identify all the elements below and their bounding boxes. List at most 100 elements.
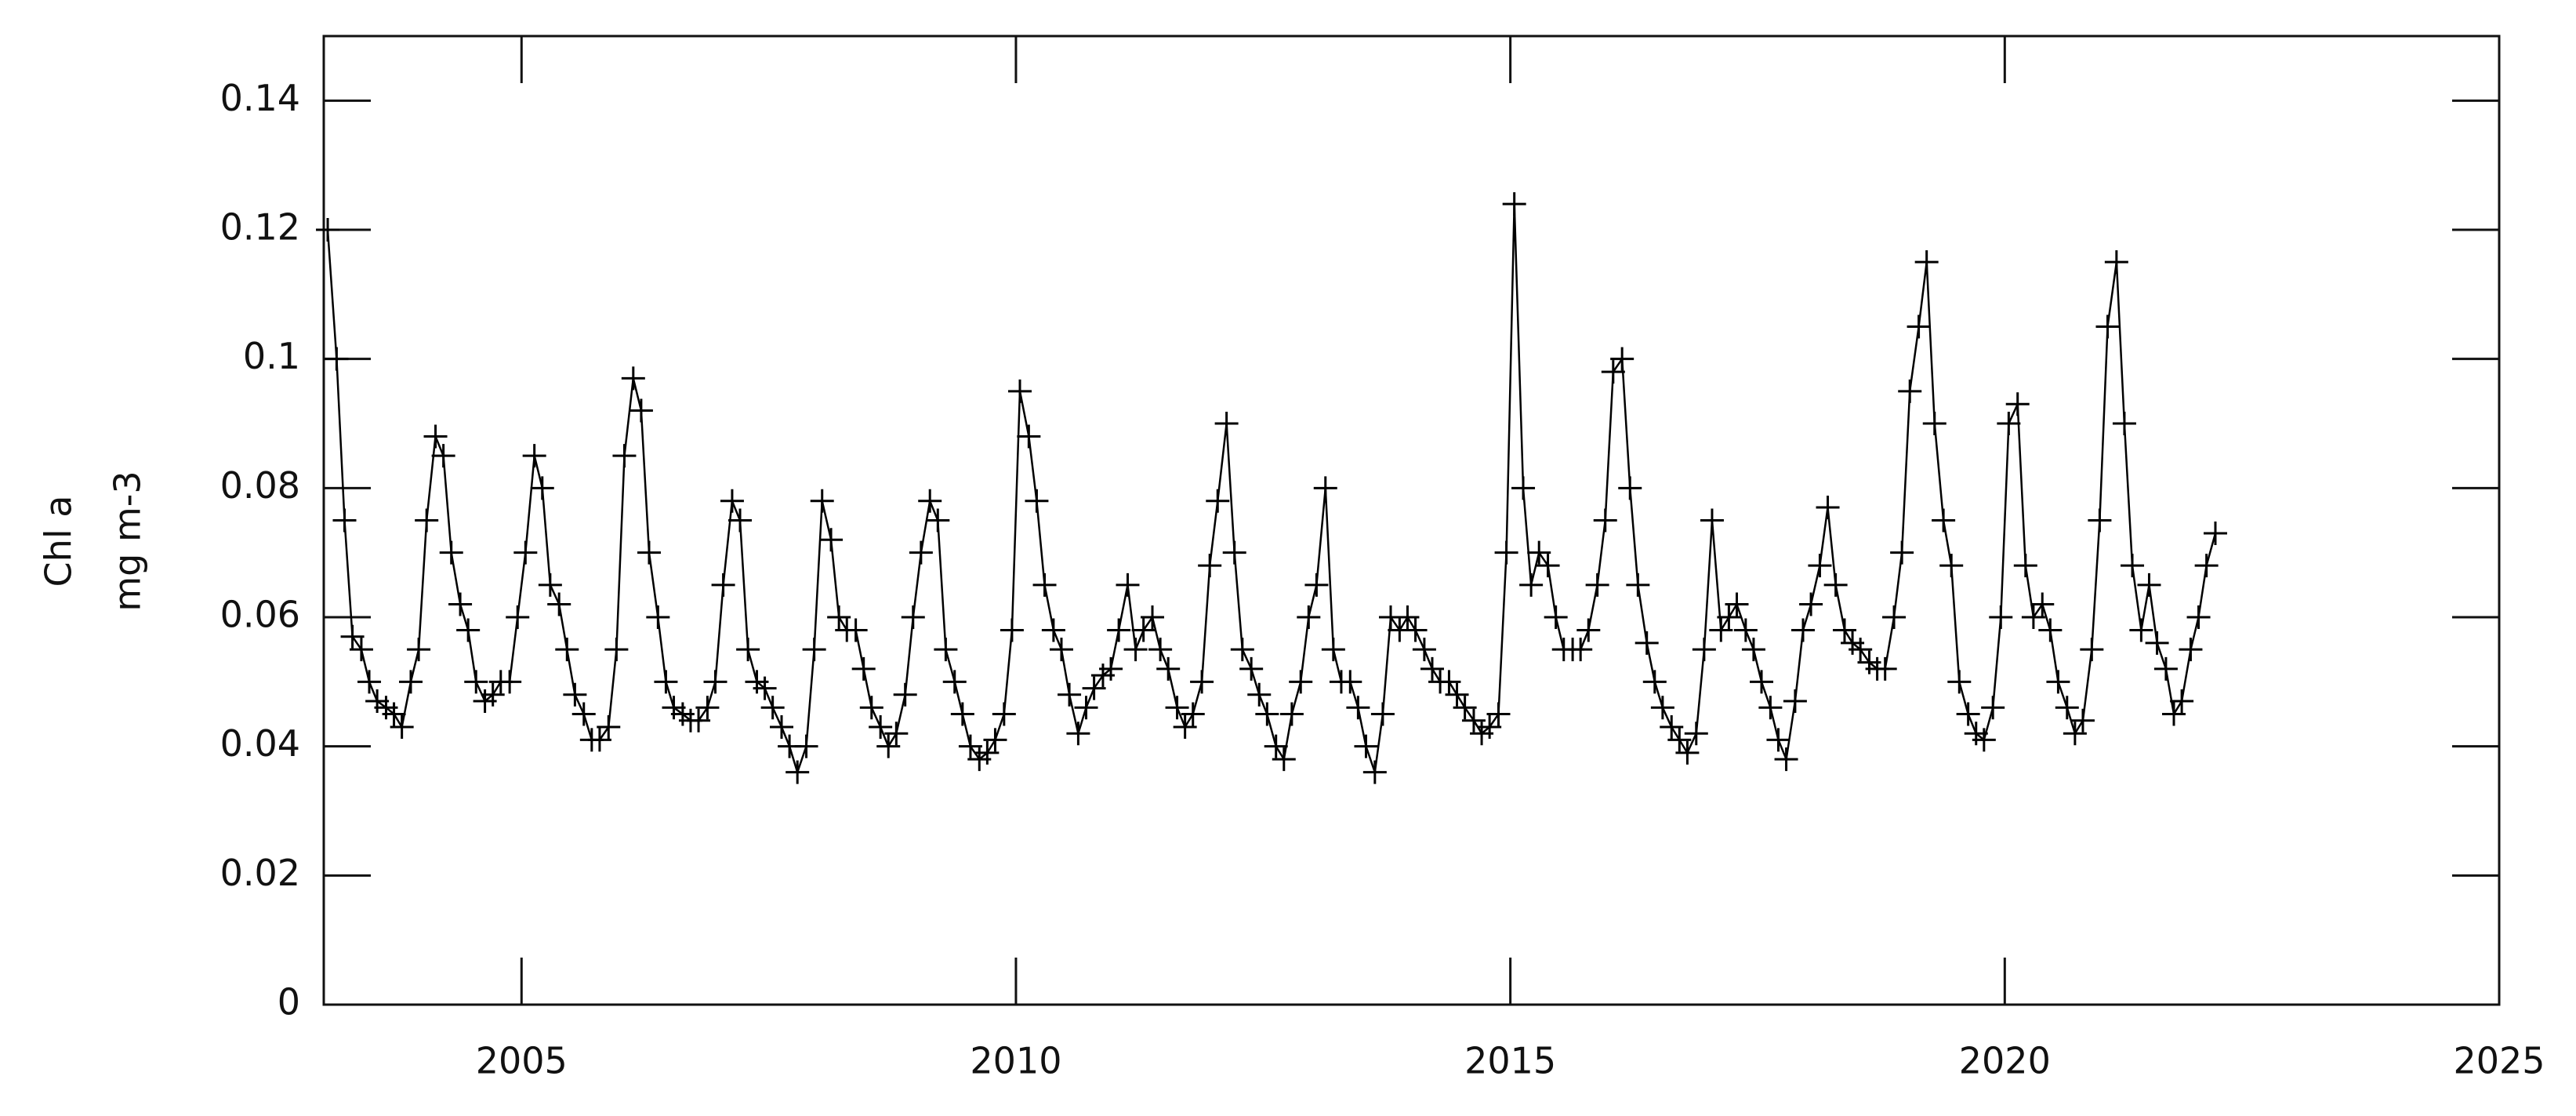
- data-marker: [975, 740, 1000, 765]
- data-marker: [1660, 714, 1684, 739]
- data-marker: [1650, 696, 1674, 720]
- data-marker: [2179, 638, 2203, 662]
- data-marker: [1667, 728, 1692, 752]
- data-marker: [654, 670, 678, 694]
- data-marker: [1675, 740, 1700, 765]
- data-marker: [431, 444, 455, 468]
- data-marker: [637, 540, 661, 565]
- data-marker: [349, 638, 373, 662]
- data-marker: [827, 605, 851, 629]
- data-marker: [1107, 618, 1131, 642]
- data-marker: [1890, 540, 1914, 565]
- data-marker: [2129, 618, 2153, 642]
- data-marker: [1437, 670, 1461, 694]
- data-marker: [819, 528, 844, 552]
- data-marker: [456, 618, 481, 642]
- data-marker: [1074, 696, 1098, 720]
- plot-frame: [322, 35, 2501, 1006]
- data-marker: [2095, 314, 2120, 339]
- data-marker: [1692, 638, 1716, 662]
- data-marker: [1494, 540, 1518, 565]
- data-marker: [1131, 618, 1156, 642]
- data-marker: [423, 424, 448, 449]
- data-marker: [1873, 656, 1897, 681]
- x-tick-label: 2010: [970, 1040, 1061, 1082]
- data-marker: [1066, 722, 1090, 746]
- data-marker: [1297, 605, 1321, 629]
- data-marker: [1981, 696, 2005, 720]
- data-marker: [1321, 638, 1345, 662]
- data-marker: [802, 638, 826, 662]
- data-marker: [2005, 392, 2030, 416]
- data-marker: [2186, 605, 2211, 629]
- x-tick-label: 2020: [1959, 1040, 2051, 1082]
- data-marker: [794, 734, 818, 758]
- data-marker: [851, 656, 876, 681]
- data-marker: [2145, 631, 2169, 655]
- data-marker: [555, 638, 579, 662]
- data-line: [326, 204, 2217, 776]
- data-marker: [2203, 521, 2227, 545]
- data-marker: [1922, 412, 1947, 435]
- data-marker: [1116, 573, 1140, 597]
- data-marker: [2088, 508, 2112, 533]
- data-marker: [2137, 573, 2161, 597]
- data-marker: [1058, 682, 1082, 707]
- data-marker: [950, 702, 974, 726]
- data-marker: [1626, 573, 1650, 597]
- data-marker: [1000, 618, 1024, 642]
- data-marker: [1313, 476, 1337, 500]
- data-marker: [2030, 592, 2055, 616]
- data-marker: [1593, 508, 1617, 533]
- data-marker: [1255, 702, 1279, 726]
- data-marker: [1725, 592, 1749, 616]
- data-marker: [340, 624, 365, 649]
- data-marker: [1354, 734, 1378, 758]
- data-marker: [1461, 708, 1486, 732]
- y-tick-label: 0: [278, 981, 300, 1023]
- data-marker: [1403, 618, 1428, 642]
- y-tick-label: 0.08: [220, 464, 300, 507]
- data-marker: [2080, 638, 2104, 662]
- data-marker: [1511, 476, 1536, 500]
- data-marker: [1304, 573, 1329, 597]
- data-marker: [1576, 618, 1601, 642]
- data-marker: [1370, 702, 1395, 726]
- data-marker: [1478, 714, 1502, 739]
- data-marker: [918, 489, 942, 513]
- data-marker: [612, 444, 637, 468]
- data-marker: [357, 670, 382, 694]
- data-marker: [1766, 728, 1791, 752]
- data-marker: [992, 702, 1016, 726]
- data-marker: [1156, 656, 1181, 681]
- data-marker: [869, 714, 893, 739]
- data-marker: [407, 638, 431, 662]
- data-marker: [1808, 554, 1832, 578]
- data-marker: [785, 760, 810, 784]
- data-marker: [1082, 676, 1106, 700]
- data-marker: [1733, 618, 1758, 642]
- data-marker: [844, 618, 868, 642]
- data-marker: [439, 540, 463, 565]
- data-marker: [2070, 708, 2095, 732]
- data-marker: [1758, 696, 1783, 720]
- data-marker: [728, 508, 753, 533]
- data-marker: [1783, 689, 1807, 714]
- data-marker: [2121, 554, 2145, 578]
- data-marker: [942, 670, 967, 694]
- data-marker: [1049, 638, 1073, 662]
- data-marker: [760, 696, 785, 720]
- data-marker: [1222, 540, 1246, 565]
- data-marker: [720, 489, 744, 513]
- data-marker: [547, 592, 571, 616]
- data-marker: [1956, 702, 1980, 726]
- data-marker: [1239, 656, 1264, 681]
- data-marker: [646, 605, 670, 629]
- data-marker: [1338, 670, 1362, 694]
- data-marker: [703, 670, 727, 694]
- data-marker: [1289, 670, 1313, 694]
- x-tick-label: 2005: [476, 1040, 568, 1082]
- data-marker: [1527, 540, 1551, 565]
- data-marker: [1947, 670, 1972, 694]
